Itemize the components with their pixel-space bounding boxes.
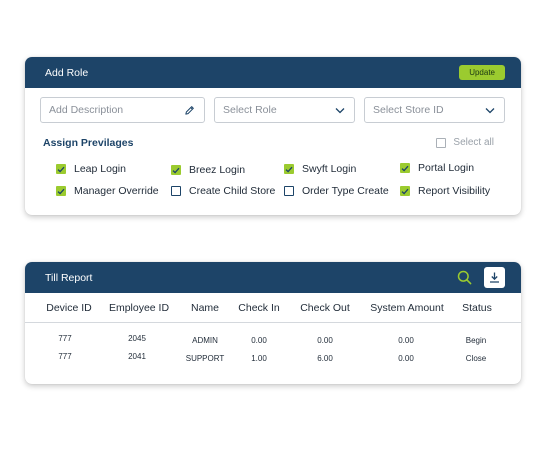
till-report-header: Till Report xyxy=(25,262,521,293)
add-role-header: Add Role Update xyxy=(25,57,521,88)
description-input[interactable]: Add Description xyxy=(40,97,205,123)
role-select[interactable]: Select Role xyxy=(214,97,355,123)
privilege-label: Create Child Store xyxy=(189,185,276,197)
column-check-in: Check In xyxy=(238,302,280,314)
cell-check-in: 0.00 xyxy=(251,336,267,345)
privilege-checkbox[interactable]: Leap Login xyxy=(56,163,126,175)
cell-system-amount: 0.00 xyxy=(398,336,414,345)
store-id-select[interactable]: Select Store ID xyxy=(364,97,505,123)
update-button[interactable]: Update xyxy=(459,65,505,80)
add-role-card: Add Role Update Add Description Select R… xyxy=(25,57,521,215)
cell-name: SUPPORT xyxy=(185,354,225,363)
privilege-checkbox[interactable]: Order Type Create xyxy=(284,185,389,197)
checkbox[interactable] xyxy=(284,186,294,196)
till-tools xyxy=(457,267,505,288)
checkbox[interactable] xyxy=(56,164,66,174)
column-system-amount: System Amount xyxy=(370,302,444,314)
table-row[interactable]: 777 2041 SUPPORT 1.00 6.00 0.00 Close xyxy=(25,352,521,366)
search-icon[interactable] xyxy=(457,270,472,285)
select-all-checkbox[interactable]: Select all xyxy=(436,137,494,148)
store-placeholder: Select Store ID xyxy=(373,104,444,116)
pencil-icon xyxy=(185,105,194,115)
column-status: Status xyxy=(462,302,492,314)
checkbox[interactable] xyxy=(56,186,66,196)
cell-check-out: 0.00 xyxy=(317,336,333,345)
privilege-checkbox[interactable]: Manager Override xyxy=(56,185,159,197)
privileges-heading: Assign Previlages xyxy=(43,137,134,149)
checkbox[interactable] xyxy=(171,165,181,175)
privilege-label: Manager Override xyxy=(74,185,159,197)
privilege-checkbox[interactable]: Report Visibility xyxy=(400,185,490,197)
chevron-down-icon xyxy=(485,107,495,113)
add-role-title: Add Role xyxy=(45,66,89,79)
column-employee-id: Employee ID xyxy=(108,302,170,314)
cell-status: Close xyxy=(465,354,487,363)
column-device-id: Device ID xyxy=(46,302,92,314)
checkbox[interactable] xyxy=(400,163,410,173)
privilege-label: Swyft Login xyxy=(302,163,357,175)
chevron-down-icon xyxy=(335,107,345,113)
role-placeholder: Select Role xyxy=(223,104,277,116)
checkbox[interactable] xyxy=(400,186,410,196)
privilege-label: Portal Login xyxy=(418,162,475,174)
privilege-label: Leap Login xyxy=(74,163,126,175)
checkbox[interactable] xyxy=(284,164,294,174)
cell-status: Begin xyxy=(465,336,487,345)
select-all-label: Select all xyxy=(453,137,494,148)
privilege-checkbox[interactable]: Portal Login xyxy=(400,162,474,174)
privilege-label: Report Visibility xyxy=(418,185,491,197)
cell-name: ADMIN xyxy=(192,336,218,345)
cell-check-in: 1.00 xyxy=(251,354,267,363)
till-report-card: Till Report Device ID Employee ID Name C… xyxy=(25,262,521,384)
till-report-title: Till Report xyxy=(45,271,93,284)
table-header: Device ID Employee ID Name Check In Chec… xyxy=(25,293,521,323)
cell-check-out: 6.00 xyxy=(317,354,333,363)
cell-device-id: 777 xyxy=(58,352,72,361)
table-row[interactable]: 777 2045 ADMIN 0.00 0.00 0.00 Begin xyxy=(25,334,521,348)
cell-employee-id: 2041 xyxy=(128,352,146,361)
download-icon xyxy=(490,272,499,283)
column-name: Name xyxy=(190,302,220,314)
cell-device-id: 777 xyxy=(58,334,72,343)
description-placeholder: Add Description xyxy=(49,104,124,116)
privilege-label: Breez Login xyxy=(189,164,246,176)
select-all-box[interactable] xyxy=(436,137,447,148)
role-fields: Add Description Select Role Select Store… xyxy=(40,97,505,123)
cell-employee-id: 2045 xyxy=(128,334,146,343)
checkbox[interactable] xyxy=(171,186,181,196)
column-check-out: Check Out xyxy=(300,302,350,314)
privilege-checkbox[interactable]: Swyft Login xyxy=(284,163,356,175)
download-button[interactable] xyxy=(484,267,505,288)
cell-system-amount: 0.00 xyxy=(398,354,414,363)
privilege-label: Order Type Create xyxy=(302,185,389,197)
privilege-checkbox[interactable]: Breez Login xyxy=(171,164,245,176)
privilege-checkbox[interactable]: Create Child Store xyxy=(171,185,275,197)
